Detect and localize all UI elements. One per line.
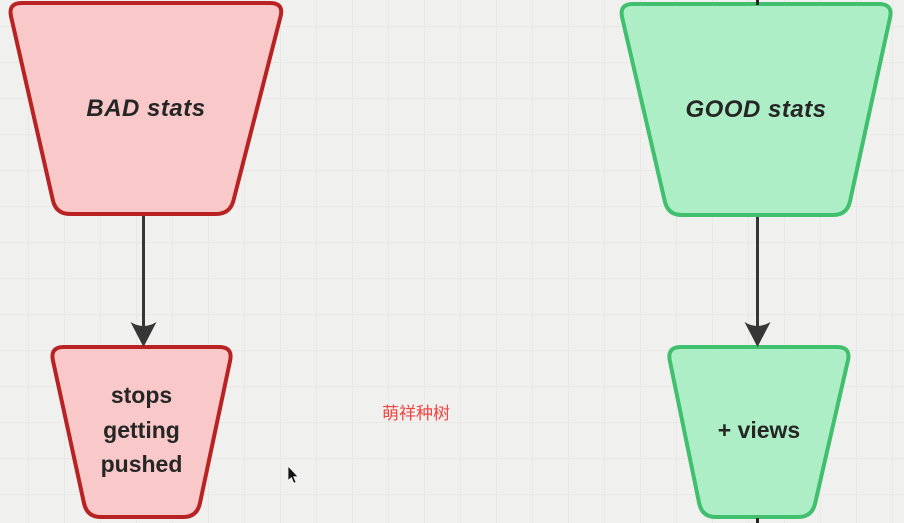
node-bad-stats-shape[interactable] (8, 1, 284, 216)
node-plus-views-shape[interactable] (667, 345, 851, 519)
node-good-stats-shape[interactable] (619, 2, 893, 217)
arrow-bad-to-stops[interactable] (130, 216, 157, 347)
arrow-good-to-views[interactable] (744, 217, 771, 347)
mouse-cursor-icon (287, 466, 300, 484)
node-stops-getting-pushed-shape[interactable] (50, 345, 233, 519)
